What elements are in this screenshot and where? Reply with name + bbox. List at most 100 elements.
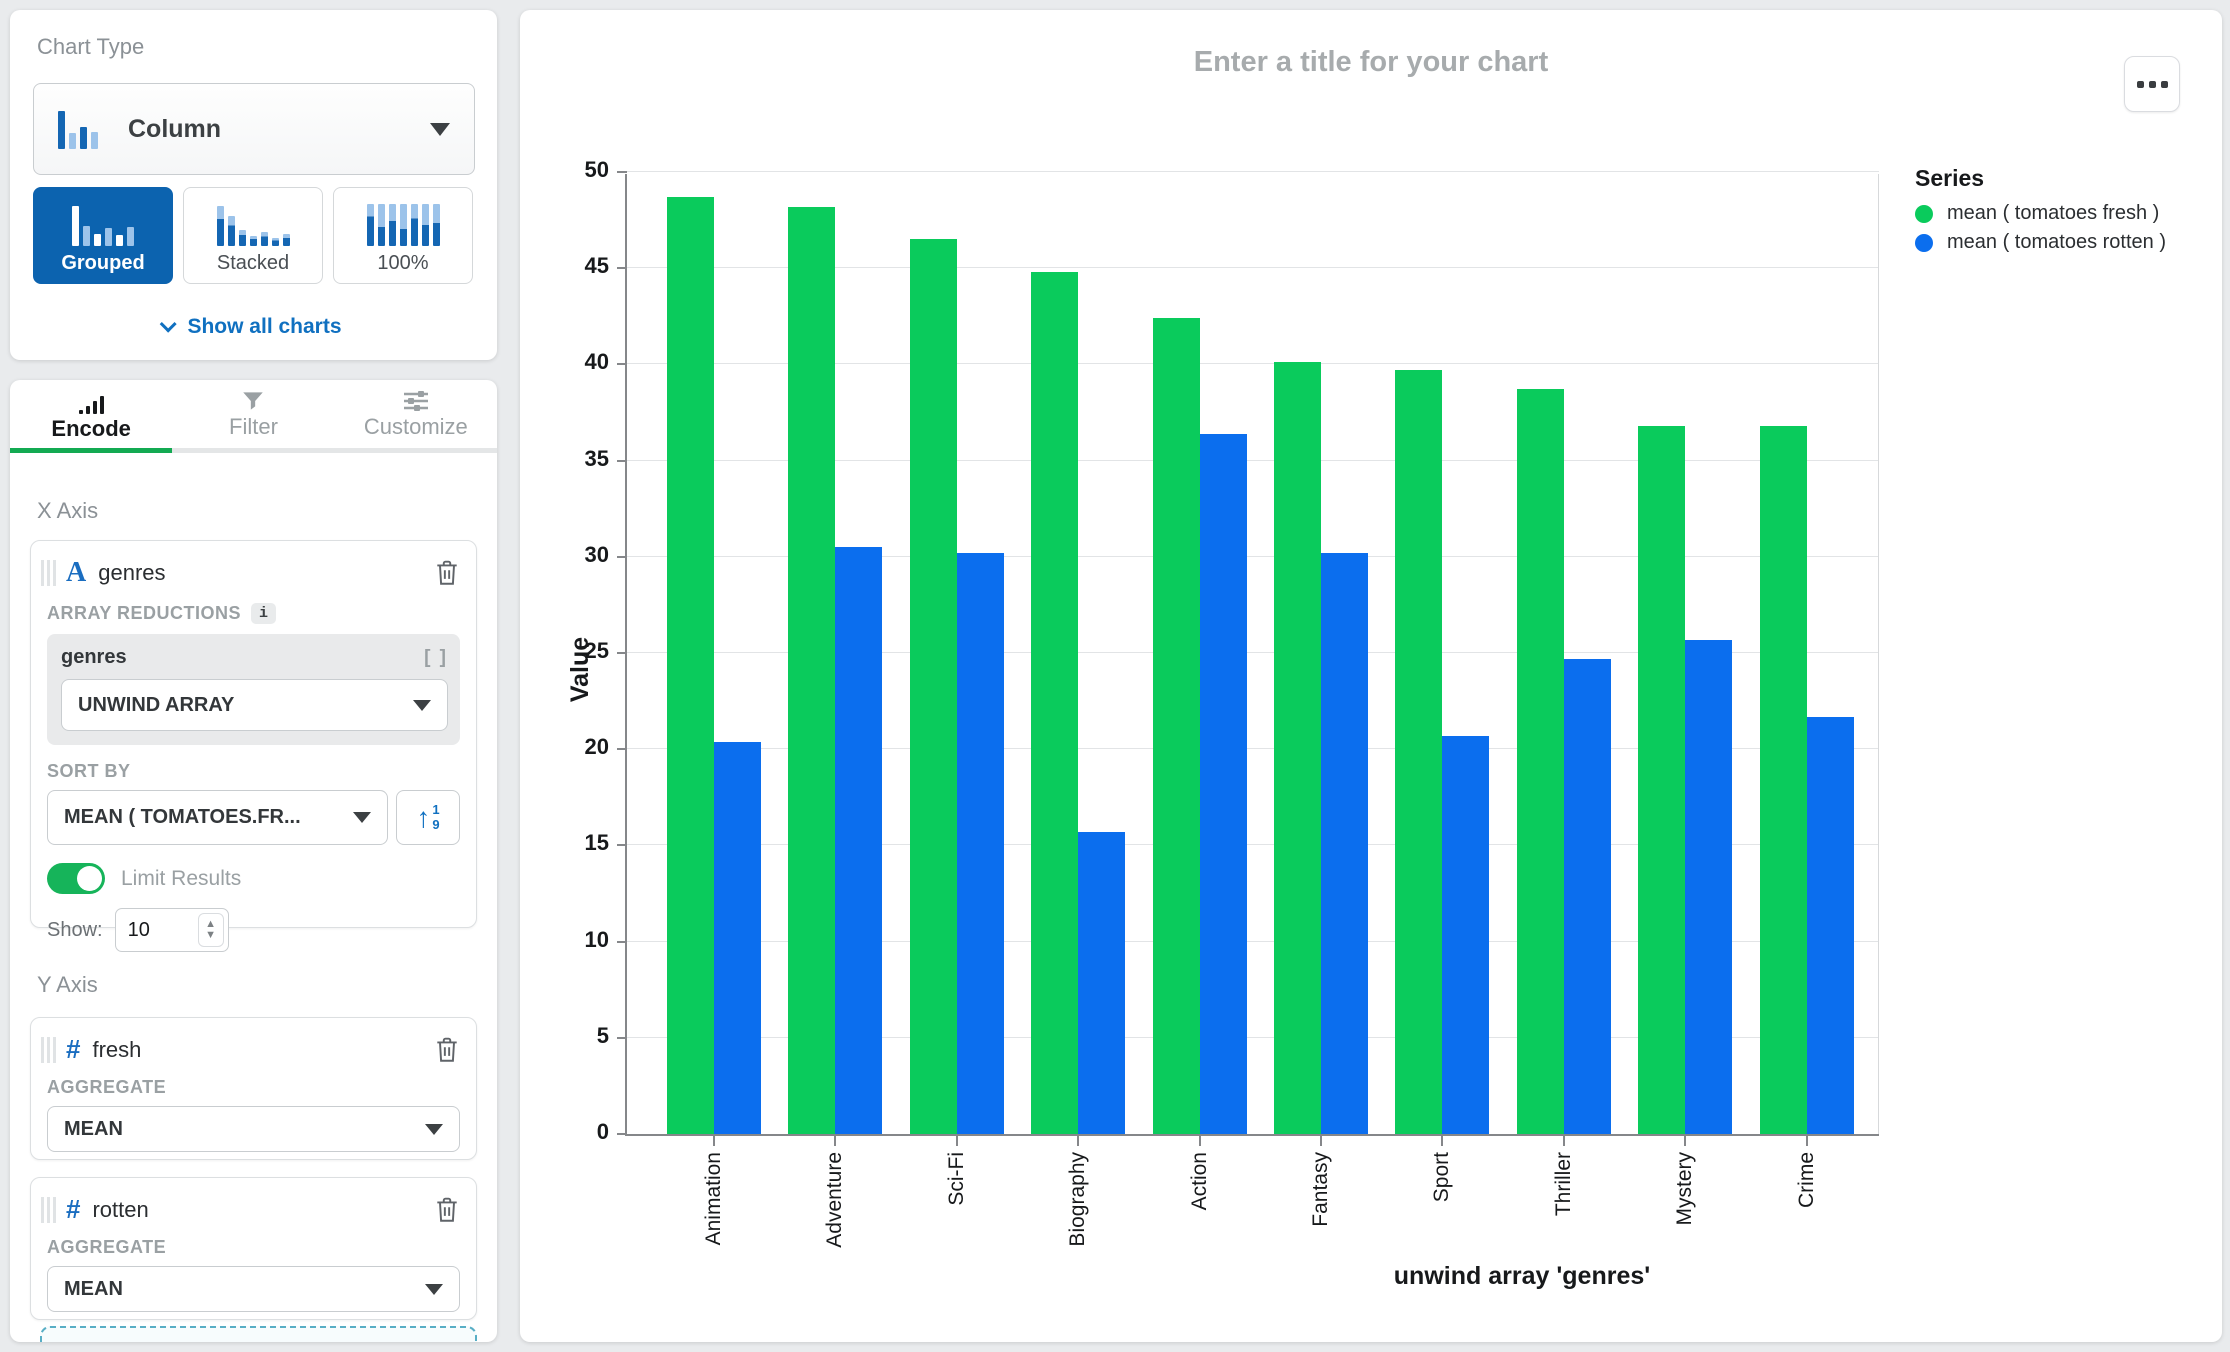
bar-rotten-Thriller[interactable] xyxy=(1563,658,1611,1134)
bar-fresh-Biography[interactable] xyxy=(1031,272,1079,1134)
chevron-down-icon xyxy=(425,1283,443,1295)
x-category-label: Thriller xyxy=(1551,1152,1575,1217)
bar-fresh-Thriller[interactable] xyxy=(1516,389,1564,1134)
chart-menu-button[interactable] xyxy=(2124,56,2180,112)
field-drop-zone[interactable] xyxy=(40,1326,477,1342)
tab-customize[interactable]: Customize xyxy=(335,380,497,452)
bar-fresh-Crime[interactable] xyxy=(1759,425,1807,1134)
y-tick-label: 20 xyxy=(584,734,609,760)
x-tick-mark xyxy=(1684,1136,1687,1146)
bar-rotten-Mystery[interactable] xyxy=(1685,639,1733,1134)
chart-type-select[interactable]: Column xyxy=(33,83,475,175)
bar-rotten-Action[interactable] xyxy=(1199,433,1247,1134)
bar-rotten-Crime[interactable] xyxy=(1806,716,1854,1134)
filter-funnel-icon xyxy=(243,392,264,410)
array-brackets-icon: [ ] xyxy=(424,646,448,668)
number-stepper[interactable]: ▲ ▼ xyxy=(197,913,224,947)
bar-fresh-Animation[interactable] xyxy=(667,197,714,1134)
x-tick-mark xyxy=(1320,1136,1322,1146)
x-axis-heading: X Axis xyxy=(37,498,99,523)
x-category-label: Crime xyxy=(1794,1152,1818,1208)
x-category-label: Action xyxy=(1187,1152,1211,1211)
chart-title-input[interactable]: Enter a title for your chart xyxy=(1193,46,1549,78)
y-tick-label: 30 xyxy=(584,541,609,567)
variant-grouped-button[interactable]: Grouped xyxy=(33,187,173,284)
aggregate-select[interactable]: MEAN xyxy=(47,1106,460,1152)
ellipsis-icon xyxy=(2160,80,2168,88)
x-category-label: Adventure xyxy=(823,1152,847,1248)
x-category-label: Sport xyxy=(1430,1152,1454,1203)
x-axis-title: unwind array 'genres' xyxy=(1393,1262,1651,1290)
tab-underline xyxy=(10,448,497,453)
delete-field-button[interactable] xyxy=(434,559,460,587)
y-tick-label: 10 xyxy=(584,926,609,952)
x-tick-mark xyxy=(713,1136,715,1146)
aggregate-label: AGGREGATE xyxy=(47,1237,167,1257)
delete-field-button[interactable] xyxy=(434,1036,460,1064)
bar-fresh-Sci-Fi[interactable] xyxy=(909,239,957,1134)
ellipsis-icon xyxy=(2136,80,2144,88)
y-tick-mark xyxy=(617,1133,627,1135)
unwind-array-select[interactable]: UNWIND ARRAY xyxy=(61,679,448,731)
info-badge[interactable]: i xyxy=(251,603,277,624)
bar-fresh-Adventure[interactable] xyxy=(788,206,836,1134)
legend-item[interactable]: mean ( tomatoes fresh ) xyxy=(1915,202,2166,225)
variant-stacked-label: Stacked xyxy=(216,252,290,274)
drag-handle-icon[interactable] xyxy=(41,1196,56,1223)
delete-field-button[interactable] xyxy=(434,1196,460,1224)
y-tick-mark xyxy=(617,844,627,847)
number-field-icon: # xyxy=(66,1034,81,1064)
aggregate-select[interactable]: MEAN xyxy=(47,1266,460,1312)
tab-encode[interactable]: Encode xyxy=(10,380,172,452)
bar-fresh-Mystery[interactable] xyxy=(1638,425,1686,1134)
show-all-charts-link[interactable]: Show all charts xyxy=(10,315,497,339)
y-tick-label: 40 xyxy=(584,349,609,375)
y-field-name: fresh xyxy=(92,1036,142,1062)
y-tick-label: 35 xyxy=(584,445,609,471)
legend-item-label: mean ( tomatoes fresh ) xyxy=(1947,202,2160,224)
bar-fresh-Fantasy[interactable] xyxy=(1274,362,1321,1134)
x-tick-mark xyxy=(834,1136,837,1146)
drag-handle-icon[interactable] xyxy=(41,1036,56,1063)
array-reductions-label: ARRAY REDUCTIONS xyxy=(47,603,242,623)
legend-title: Series xyxy=(1915,165,1985,191)
sort-by-select[interactable]: MEAN ( TOMATOES.FR... xyxy=(47,790,388,845)
x-axis-field-card: A genres ARRAY REDUCTIONS i genres [ ] U… xyxy=(30,540,477,952)
y-tick-label: 0 xyxy=(596,1119,609,1144)
plot-area: 0 5 10 15 20 25 30 35 40 45 50 Animation Adventure Sc… xyxy=(585,157,1879,1248)
y-gridline xyxy=(627,748,1879,750)
y-gridline xyxy=(627,844,1879,846)
legend-item[interactable]: mean ( tomatoes rotten ) xyxy=(1915,231,2166,254)
reduction-field-name: genres xyxy=(61,646,127,668)
bar-rotten-Sport[interactable] xyxy=(1442,735,1490,1134)
string-field-icon: A xyxy=(66,557,87,588)
bar-rotten-Sci-Fi[interactable] xyxy=(956,552,1004,1134)
y-tick-mark xyxy=(617,940,627,943)
y-tick-label: 5 xyxy=(596,1022,609,1048)
y-gridline xyxy=(627,363,1879,365)
x-tick-mark xyxy=(1562,1136,1565,1146)
drag-handle-icon[interactable] xyxy=(41,560,56,586)
chart-type-panel: Chart Type Column Grouped Stacked 100% xyxy=(10,10,497,360)
limit-results-toggle[interactable] xyxy=(47,863,105,894)
chevron-down-icon xyxy=(430,122,450,136)
tab-filter[interactable]: Filter xyxy=(172,380,334,452)
y-tick-mark xyxy=(617,1036,627,1039)
bar-rotten-Animation[interactable] xyxy=(714,741,761,1134)
plot-right-border xyxy=(1878,174,1879,1134)
bar-fresh-Action[interactable] xyxy=(1152,318,1200,1134)
bar-rotten-Biography[interactable] xyxy=(1078,831,1126,1134)
y-axis-field-card-rotten: # rotten AGGREGATE MEAN xyxy=(30,1177,477,1320)
bar-fresh-Sport[interactable] xyxy=(1395,370,1443,1134)
percent-columns-icon xyxy=(366,204,440,246)
y-gridline xyxy=(627,1036,1879,1038)
variant-100-button[interactable]: 100% xyxy=(333,187,473,284)
customize-sliders-icon xyxy=(403,391,428,411)
bar-rotten-Adventure[interactable] xyxy=(835,547,883,1134)
variant-stacked-button[interactable]: Stacked xyxy=(183,187,323,284)
panel-tabs: Encode Filter Customize xyxy=(10,380,497,452)
show-count-input[interactable]: 10 ▲ ▼ xyxy=(114,908,229,952)
ellipsis-icon xyxy=(2148,80,2156,88)
bar-rotten-Fantasy[interactable] xyxy=(1321,552,1368,1134)
